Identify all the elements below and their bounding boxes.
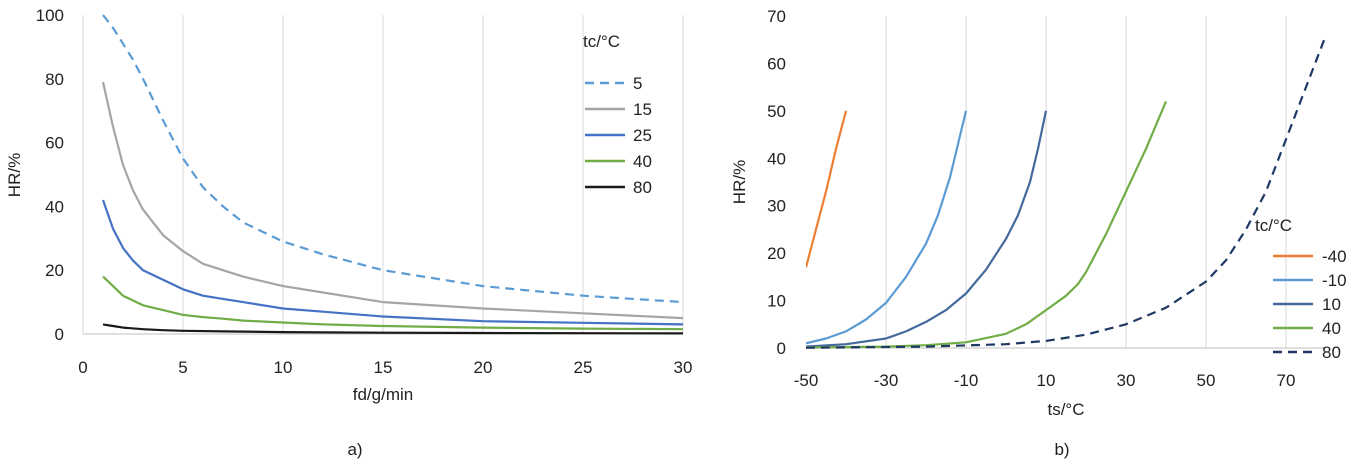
series-line-a-tc-40 xyxy=(102,275,683,331)
series-line-a-tc-5 xyxy=(102,14,683,304)
y-tick-label: 60 xyxy=(45,134,64,153)
legend-label: -10 xyxy=(1322,271,1347,290)
series-line-a-tc-15 xyxy=(101,81,683,320)
y-tick-label: 40 xyxy=(767,149,786,168)
legend-label: 15 xyxy=(633,100,652,119)
x-axis-title: ts/°C xyxy=(1047,400,1084,419)
y-axis-title: HR/% xyxy=(730,160,749,204)
y-tick-label: 80 xyxy=(45,70,64,89)
y-tick-label: 100 xyxy=(36,6,64,25)
series-line-b-tc--40 xyxy=(806,110,848,268)
x-tick-label: 25 xyxy=(574,358,593,377)
x-tick-label: 70 xyxy=(1277,371,1296,390)
y-tick-label: 0 xyxy=(777,339,786,358)
x-tick-label: -30 xyxy=(874,371,899,390)
y-tick-label: 30 xyxy=(767,197,786,216)
y-tick-label: 50 xyxy=(767,102,786,121)
x-tick-label: 5 xyxy=(178,358,187,377)
legend: tc/°C 5 15 25 40 80 xyxy=(583,32,652,197)
x-axis-title: fd/g/min xyxy=(353,385,413,404)
series-line-b-tc-80 xyxy=(806,34,1326,349)
panel-label: a) xyxy=(347,440,362,459)
panel-label: b) xyxy=(1054,440,1069,459)
x-tick-label: 10 xyxy=(1037,371,1056,390)
legend-title: tc/°C xyxy=(1255,216,1292,235)
x-tick-label: 50 xyxy=(1197,371,1216,390)
series-line-a-tc-80 xyxy=(102,323,683,335)
series-line-a-tc-25 xyxy=(101,199,683,326)
x-tick-label: 30 xyxy=(674,358,693,377)
x-tick-label: 15 xyxy=(374,358,393,377)
y-axis-title: HR/% xyxy=(5,153,24,197)
series-line-b-tc-10 xyxy=(806,110,1048,348)
legend-label: 80 xyxy=(633,178,652,197)
y-tick-label: 0 xyxy=(55,325,64,344)
x-tick-label: 20 xyxy=(474,358,493,377)
legend-label: 40 xyxy=(633,152,652,171)
legend-label: 80 xyxy=(1322,343,1341,362)
legend-label: 10 xyxy=(1322,295,1341,314)
y-tick-label: 60 xyxy=(767,54,786,73)
x-tick-label: 10 xyxy=(274,358,293,377)
y-tick-label: 40 xyxy=(45,197,64,216)
y-tick-label: 20 xyxy=(45,261,64,280)
x-tick-label: 0 xyxy=(78,358,87,377)
x-tick-label: -50 xyxy=(794,371,819,390)
y-tick-label: 70 xyxy=(767,7,786,26)
series-line-b-tc-40 xyxy=(806,100,1168,349)
legend-label: 40 xyxy=(1322,319,1341,338)
x-tick-label: -10 xyxy=(954,371,979,390)
legend-label: 5 xyxy=(633,74,642,93)
y-tick-label: 20 xyxy=(767,244,786,263)
series-line-b-tc--10 xyxy=(806,110,968,345)
legend: tc/°C -40 -10 10 40 80 xyxy=(1255,216,1347,362)
y-tick-label: 10 xyxy=(767,292,786,311)
chart-panel-a: 0 5 10 15 20 25 30 0 20 40 60 80 100 fd/g/min HR/% a) tc… xyxy=(5,6,692,459)
legend-label: -40 xyxy=(1322,247,1347,266)
x-tick-label: 30 xyxy=(1117,371,1136,390)
legend-title: tc/°C xyxy=(583,32,620,51)
legend-label: 25 xyxy=(633,126,652,145)
chart-panel-b: -50 -30 -10 10 30 50 70 0 10 20 30 40 50 60 70 ts/°C HR/… xyxy=(730,7,1347,459)
